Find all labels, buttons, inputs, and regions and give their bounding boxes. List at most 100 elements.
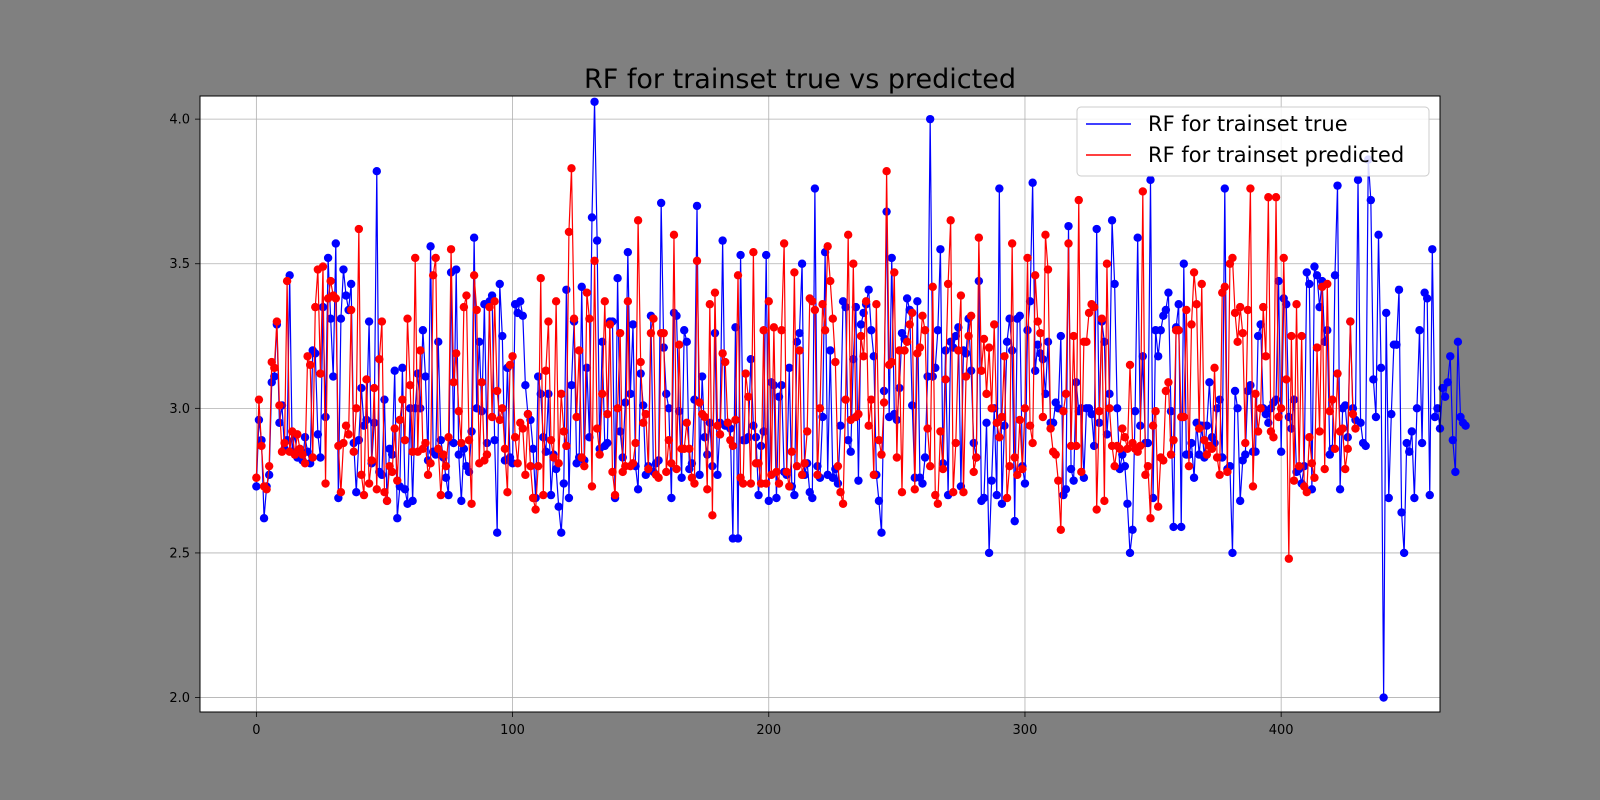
data-point xyxy=(357,470,366,480)
data-point xyxy=(434,337,443,347)
data-point xyxy=(341,291,351,300)
data-point xyxy=(452,349,461,358)
data-point xyxy=(1069,331,1078,341)
data-point xyxy=(598,337,607,347)
data-point xyxy=(656,198,666,208)
data-point xyxy=(1187,320,1196,329)
data-point xyxy=(943,279,953,289)
data-point xyxy=(339,265,348,274)
data-point xyxy=(454,407,463,416)
data-point xyxy=(1061,485,1071,494)
data-point xyxy=(572,412,581,422)
data-point xyxy=(1138,352,1148,361)
data-point xyxy=(418,326,428,335)
data-point xyxy=(992,490,1001,500)
data-point xyxy=(526,461,535,471)
data-point xyxy=(331,294,340,303)
data-point xyxy=(828,473,838,482)
data-point xyxy=(1192,300,1201,309)
data-point xyxy=(859,352,868,361)
data-point xyxy=(961,372,971,381)
data-point xyxy=(867,395,876,404)
data-point xyxy=(715,430,725,439)
data-point xyxy=(562,441,571,451)
data-point xyxy=(902,337,912,347)
data-point xyxy=(490,435,499,445)
data-point xyxy=(1387,409,1396,419)
data-point xyxy=(1422,294,1432,303)
data-point xyxy=(633,485,643,494)
data-point xyxy=(580,461,589,471)
y-tick-label: 2.5 xyxy=(169,546,190,561)
data-point xyxy=(462,291,471,300)
data-point xyxy=(270,363,279,373)
data-point xyxy=(738,479,748,488)
data-point xyxy=(910,485,919,494)
data-point xyxy=(797,470,807,480)
data-point xyxy=(308,453,317,462)
data-point xyxy=(1210,363,1219,373)
data-point xyxy=(318,262,328,271)
data-point xyxy=(441,473,451,482)
data-point xyxy=(700,412,709,422)
data-point xyxy=(1202,421,1212,430)
data-point xyxy=(954,323,963,332)
data-point xyxy=(1253,331,1263,341)
data-point xyxy=(1123,444,1132,454)
data-point xyxy=(833,461,843,471)
data-point xyxy=(349,447,358,456)
data-point xyxy=(762,479,771,488)
data-point xyxy=(1341,464,1350,474)
data-point xyxy=(680,326,689,335)
y-axis: 2.0 2.5 3.0 3.5 4.0 xyxy=(169,113,200,706)
data-point xyxy=(508,352,517,361)
data-point xyxy=(615,328,625,338)
data-point xyxy=(598,389,607,399)
data-point xyxy=(518,424,528,433)
data-point xyxy=(1312,271,1322,280)
data-point xyxy=(785,363,794,373)
data-point xyxy=(1410,493,1419,503)
data-point xyxy=(864,421,873,430)
data-point xyxy=(810,305,820,315)
data-point xyxy=(900,346,909,355)
data-point xyxy=(928,282,937,292)
data-point xyxy=(941,346,950,355)
data-point xyxy=(539,490,548,500)
data-point xyxy=(300,433,310,442)
data-point xyxy=(682,337,691,347)
data-point xyxy=(613,274,622,283)
data-point xyxy=(400,435,410,445)
data-point xyxy=(1302,488,1311,497)
data-point xyxy=(500,444,510,454)
data-point xyxy=(1238,328,1247,338)
data-point xyxy=(1184,461,1194,471)
data-point xyxy=(362,415,371,425)
data-point xyxy=(1054,476,1063,485)
data-point xyxy=(749,421,758,430)
data-point xyxy=(995,184,1004,193)
data-point xyxy=(746,479,756,488)
data-point xyxy=(1120,461,1130,471)
data-point xyxy=(408,496,417,506)
data-point xyxy=(1346,317,1355,326)
data-point xyxy=(1130,407,1140,416)
data-point xyxy=(987,476,996,485)
data-point xyxy=(592,236,602,245)
data-point xyxy=(1141,470,1150,480)
data-point xyxy=(639,418,648,427)
data-point xyxy=(733,271,743,280)
data-point xyxy=(995,433,1004,442)
data-point xyxy=(533,372,543,381)
data-point xyxy=(713,470,722,480)
data-point xyxy=(925,461,935,471)
data-point xyxy=(357,383,366,393)
data-point xyxy=(313,430,323,439)
data-point xyxy=(879,398,889,407)
data-point xyxy=(393,476,402,485)
data-point xyxy=(1246,184,1255,193)
data-point xyxy=(1379,693,1388,702)
data-point xyxy=(672,464,681,474)
data-point xyxy=(1105,404,1114,413)
data-point xyxy=(352,488,361,497)
